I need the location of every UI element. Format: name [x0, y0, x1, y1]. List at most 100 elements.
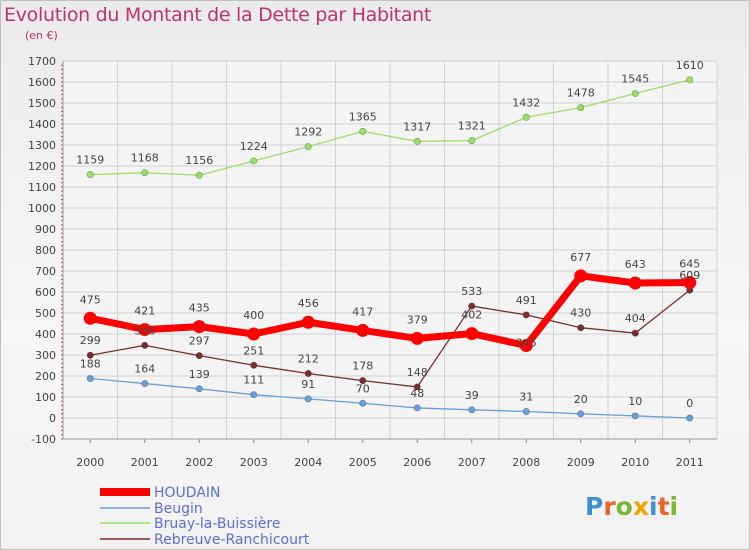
y-tick-label: 100: [35, 391, 56, 404]
data-point-beugin: [468, 406, 476, 414]
data-point-houdain: [138, 323, 152, 337]
series: [83, 76, 697, 422]
data-point-bruay-la-buissi-re: [413, 137, 421, 145]
data-point-rebreuve-ranchicourt: [141, 341, 149, 349]
x-tick-label: 2009: [567, 456, 595, 469]
data-label-houdain: 379: [407, 313, 428, 326]
data-point-rebreuve-ranchicourt: [359, 377, 367, 385]
legend-label-bruay-la-buissi-re: Bruay-la-Buissière: [154, 516, 280, 532]
data-label-bruay-la-buissi-re: 1224: [240, 140, 268, 153]
x-tick-label: 2010: [621, 456, 649, 469]
series-line-bruay-la-buissi-re: [89, 79, 691, 176]
data-label-beugin: 39: [465, 389, 479, 402]
data-point-rebreuve-ranchicourt: [468, 302, 476, 310]
data-label-houdain: 677: [570, 251, 591, 264]
data-point-rebreuve-ranchicourt: [250, 361, 258, 369]
data-label-rebreuve-ranchicourt: 533: [461, 285, 482, 298]
legend-label-houdain: HOUDAIN: [154, 485, 221, 501]
data-label-houdain: 402: [461, 309, 482, 322]
data-label-houdain: 475: [80, 293, 101, 306]
data-label-beugin: 91: [301, 378, 315, 391]
data-point-beugin: [686, 414, 694, 422]
data-label-bruay-la-buissi-re: 1610: [676, 59, 704, 72]
data-label-beugin: 139: [189, 368, 210, 381]
data-point-houdain: [356, 323, 370, 337]
y-tick-label: 400: [35, 328, 56, 341]
data-label-rebreuve-ranchicourt: 491: [516, 294, 537, 307]
y-tick-label: 200: [35, 370, 56, 383]
data-point-beugin: [522, 407, 530, 415]
data-label-rebreuve-ranchicourt: 178: [352, 360, 373, 373]
series-line-rebreuve-ranchicourt: [89, 289, 691, 388]
data-label-rebreuve-ranchicourt: 297: [189, 335, 210, 348]
logo-letter: o: [615, 492, 633, 521]
y-tick-label: -100: [31, 433, 56, 446]
y-tick-label: 900: [35, 223, 56, 236]
data-point-beugin: [577, 410, 585, 418]
data-point-bruay-la-buissi-re: [359, 127, 367, 135]
chart-subtitle: (en €): [25, 29, 58, 42]
axes: -100010020030040050060070080090010001100…: [28, 55, 717, 469]
y-tick-label: 0: [49, 412, 56, 425]
data-label-beugin: 111: [243, 374, 264, 387]
data-point-houdain: [465, 327, 479, 341]
data-point-beugin: [141, 380, 149, 388]
data-label-bruay-la-buissi-re: 1168: [131, 152, 159, 165]
data-point-bruay-la-buissi-re: [631, 90, 639, 98]
data-point-bruay-la-buissi-re: [141, 169, 149, 177]
data-point-houdain: [519, 339, 533, 353]
data-label-bruay-la-buissi-re: 1545: [621, 73, 649, 86]
data-point-beugin: [304, 395, 312, 403]
data-label-bruay-la-buissi-re: 1159: [76, 154, 104, 167]
y-tick-label: 1400: [28, 118, 56, 131]
logo-letter: P: [585, 492, 604, 521]
data-point-houdain: [247, 327, 261, 341]
legend-label-beugin: Beugin: [154, 501, 203, 517]
data-point-beugin: [195, 385, 203, 393]
data-point-bruay-la-buissi-re: [86, 171, 94, 179]
data-label-bruay-la-buissi-re: 1365: [349, 110, 377, 123]
legend-label-rebreuve-ranchicourt: Rebreuve-Ranchicourt: [154, 532, 310, 548]
data-label-beugin: 70: [356, 382, 370, 395]
data-label-rebreuve-ranchicourt: 212: [298, 352, 319, 365]
data-point-bruay-la-buissi-re: [304, 143, 312, 151]
data-point-beugin: [86, 375, 94, 383]
series-line-beugin: [89, 377, 691, 419]
logo-letter: t: [657, 492, 670, 521]
y-tick-label: 1000: [28, 202, 56, 215]
data-label-houdain: 345: [516, 337, 537, 350]
data-point-bruay-la-buissi-re: [468, 137, 476, 145]
data-label-rebreuve-ranchicourt: 346: [134, 324, 155, 337]
logo-letter: r: [603, 492, 616, 521]
chart-title: Evolution du Montant de la Dette par Hab…: [4, 4, 432, 26]
y-tick-label: 600: [35, 286, 56, 299]
y-tick-label: 1500: [28, 97, 56, 110]
data-point-beugin: [250, 391, 258, 399]
data-point-rebreuve-ranchicourt: [195, 352, 203, 360]
data-point-bruay-la-buissi-re: [522, 113, 530, 121]
legend: HOUDAINBeuginBruay-la-BuissièreRebreuve-…: [100, 485, 310, 548]
data-point-beugin: [413, 404, 421, 412]
data-point-rebreuve-ranchicourt: [86, 351, 94, 359]
x-tick-label: 2006: [403, 456, 431, 469]
data-point-bruay-la-buissi-re: [250, 157, 258, 165]
data-label-beugin: 20: [574, 393, 588, 406]
data-point-beugin: [359, 399, 367, 407]
data-point-rebreuve-ranchicourt: [577, 324, 585, 332]
proxiti-logo: Proxiti: [585, 492, 678, 521]
data-label-rebreuve-ranchicourt: 148: [407, 366, 428, 379]
x-tick-label: 2000: [76, 456, 104, 469]
data-point-rebreuve-ranchicourt: [413, 383, 421, 391]
data-label-rebreuve-ranchicourt: 430: [570, 307, 591, 320]
x-tick-label: 2003: [240, 456, 268, 469]
y-tick-label: 700: [35, 265, 56, 278]
data-label-houdain: 400: [243, 309, 264, 322]
data-point-houdain: [301, 315, 315, 329]
y-tick-label: 1100: [28, 181, 56, 194]
data-label-rebreuve-ranchicourt: 609: [679, 269, 700, 282]
x-tick-label: 2011: [676, 456, 704, 469]
data-label-beugin: 48: [410, 387, 424, 400]
data-label-beugin: 10: [628, 395, 642, 408]
data-point-houdain: [683, 276, 697, 290]
